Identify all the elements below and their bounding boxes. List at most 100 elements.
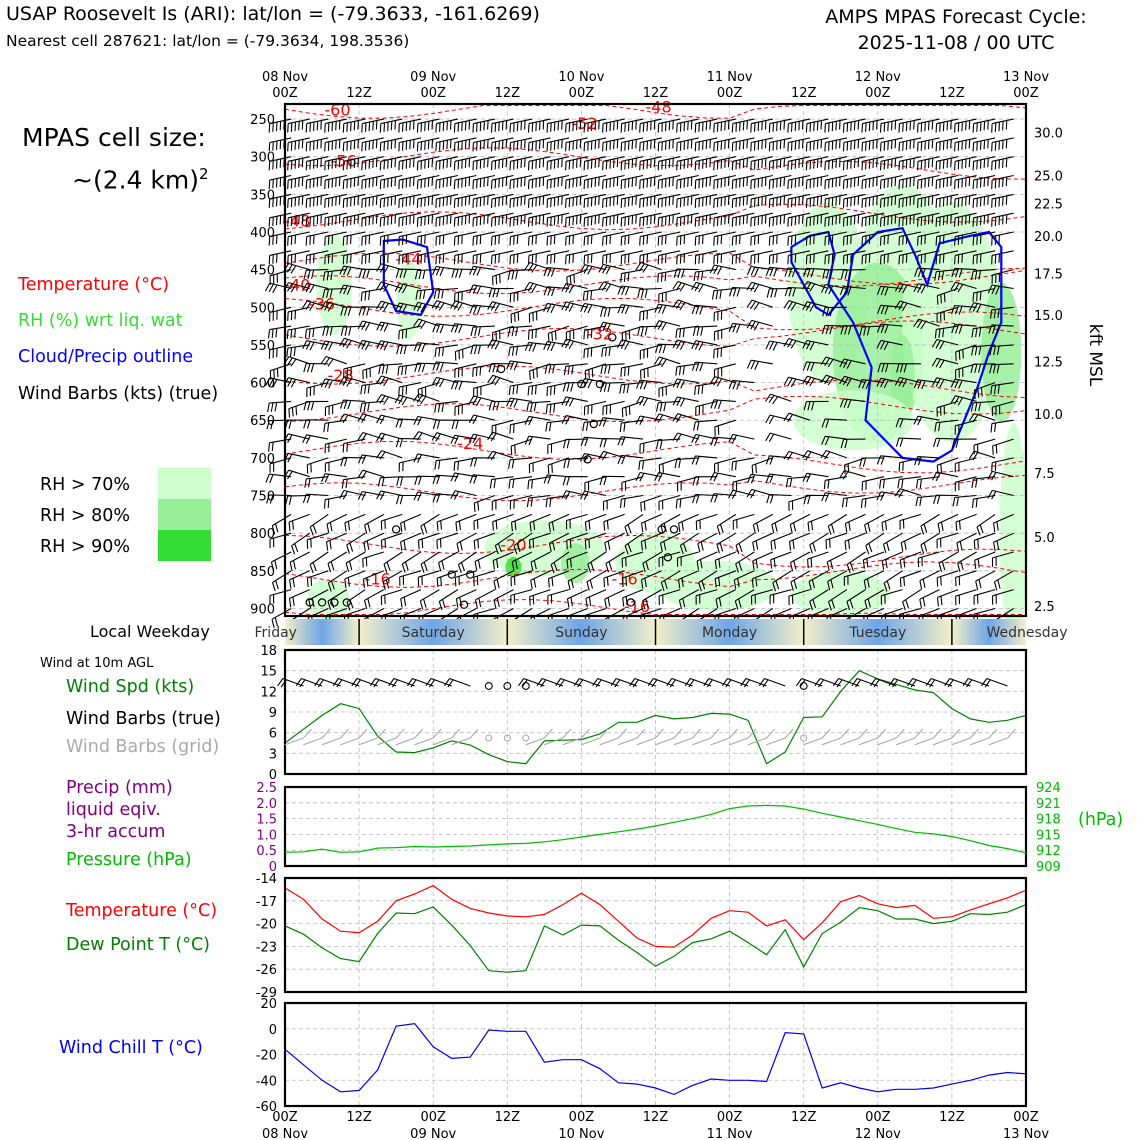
wind-barb — [285, 494, 310, 505]
wind-barb — [635, 415, 662, 426]
wind-barb — [376, 432, 403, 443]
wind-barb — [768, 250, 792, 265]
bottom-time-label: 00Z — [569, 1110, 595, 1125]
wind-barb — [376, 263, 403, 274]
y-tick-label: 0 — [269, 768, 277, 783]
wind10-panel: 0 3 6 9 12 15 18 — [260, 644, 1028, 783]
wind-barb — [457, 551, 477, 574]
wind-barb — [991, 231, 1014, 246]
wind10-barb-grid — [562, 728, 590, 746]
wind-barb — [954, 250, 977, 265]
wind-barb — [972, 156, 996, 171]
wind-barb — [529, 589, 551, 606]
wind-barb — [895, 437, 922, 447]
wind-barb — [398, 137, 422, 152]
wind10-barb-true — [406, 677, 434, 688]
top-time-label: 12Z — [643, 86, 669, 101]
isotherm-label: -48 — [284, 212, 310, 231]
wind-barb — [288, 400, 310, 418]
wind-barb — [526, 400, 551, 412]
wind-barb — [450, 380, 477, 390]
wind-barb — [882, 532, 903, 554]
calm-marker — [608, 333, 617, 342]
wind-barb — [587, 551, 607, 573]
bottom-time-label: 12Z — [346, 1110, 372, 1125]
wind-barb — [548, 513, 570, 533]
precip-label-3: 3-hr accum — [66, 822, 166, 842]
wind-barb — [473, 532, 496, 550]
wind-barb — [376, 450, 403, 460]
wind-barb — [620, 174, 644, 190]
wind-barb — [472, 231, 496, 246]
y-tick-label: 1.5 — [256, 813, 277, 828]
wind10-barb-true — [666, 677, 693, 688]
wind-barb — [879, 250, 903, 265]
wind-barb — [362, 551, 384, 568]
wind-barb — [598, 321, 625, 332]
wind-barb — [450, 490, 477, 500]
wind-barb — [696, 551, 718, 570]
wind-barb — [973, 532, 996, 550]
wind-barb — [565, 231, 588, 246]
forecast-label: AMPS MPAS Forecast Cycle: — [825, 6, 1087, 28]
wind-barb — [674, 457, 699, 469]
wind-barb — [286, 325, 310, 339]
wind10-barb-true — [907, 677, 934, 688]
wind-barb — [413, 453, 440, 463]
wind-barb — [805, 156, 829, 171]
wind-barb — [917, 231, 940, 246]
wind-barb — [898, 174, 922, 190]
wind-barb — [291, 532, 311, 555]
cell-size-base: ~(2.4 km) — [72, 165, 199, 195]
wind-barb — [416, 156, 440, 171]
wind-barb — [710, 399, 736, 410]
isotherm-label: -32 — [587, 325, 613, 344]
wind-barb — [306, 532, 329, 549]
wind-barb — [876, 455, 903, 465]
wind-barb — [917, 250, 940, 265]
wind-barb — [732, 513, 755, 530]
wind-barb — [397, 363, 421, 376]
wind-barb — [289, 570, 310, 589]
wind-barb — [580, 490, 607, 501]
wind-barb — [971, 344, 996, 356]
windchill-panel: 20 0 -20 -40 -60 — [256, 997, 1028, 1115]
wind-barb — [881, 513, 903, 532]
wind-barb — [436, 532, 459, 549]
wind-barb — [509, 137, 533, 152]
wind-barb — [289, 551, 310, 572]
wind-barb — [620, 269, 644, 283]
wind-barb — [358, 306, 384, 316]
wind-barb — [565, 193, 588, 208]
wind-barb — [955, 513, 977, 531]
wind-barb — [713, 250, 736, 265]
wind-barb — [509, 250, 533, 265]
wind-barb — [769, 589, 792, 605]
wind-barb — [566, 532, 588, 550]
wind-barb — [827, 513, 848, 535]
wind-barb — [879, 174, 903, 190]
wind-barb — [917, 137, 940, 152]
wind-barb — [899, 570, 922, 588]
height-tick-label: 22.5 — [1034, 197, 1063, 212]
wind-barb — [598, 263, 625, 275]
wind-barb — [729, 287, 755, 297]
wind10-barb-grid — [543, 728, 572, 746]
wind-barb — [733, 570, 755, 589]
wind-speed-line — [284, 669, 1027, 765]
wind-barb — [731, 457, 755, 471]
wind10-barb-grid — [673, 728, 701, 746]
wind-barb — [361, 118, 384, 133]
wind-barb — [431, 376, 459, 388]
wind-barb — [691, 361, 718, 372]
weekday-segment — [359, 619, 508, 645]
wind-barb — [746, 319, 773, 331]
precip-label-2: liquid eqiv. — [66, 800, 161, 820]
wind-barb — [508, 382, 533, 395]
wind-barb — [824, 174, 848, 190]
wind-barb — [287, 212, 310, 227]
wind-barb — [342, 193, 366, 208]
wind-barb — [268, 174, 292, 190]
calm-marker — [317, 598, 327, 607]
wind-barb — [269, 269, 292, 285]
